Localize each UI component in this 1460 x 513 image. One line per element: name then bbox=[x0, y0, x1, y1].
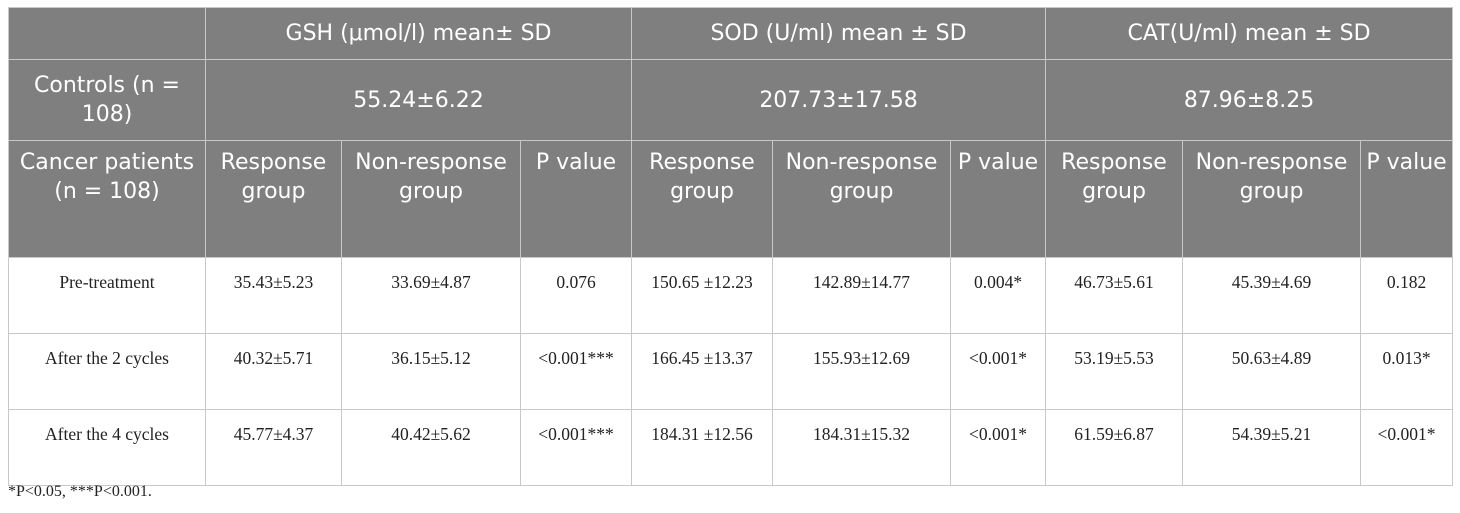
cat-nonresponse-header: Non-response group bbox=[1182, 140, 1362, 258]
gsh-pvalue-cell: <0.001*** bbox=[519, 409, 633, 486]
sod-nonresponse-header: Non-response group bbox=[772, 140, 952, 258]
table-row: After the 2 cycles 40.32±5.71 36.15±5.12… bbox=[8, 333, 1454, 410]
cat-nonresponse-cell: 45.39±4.69 bbox=[1182, 257, 1362, 334]
controls-row: Controls (n = 108) 55.24±6.22 207.73±17.… bbox=[8, 59, 1454, 141]
gsh-nonresponse-cell: 36.15±5.12 bbox=[341, 333, 521, 410]
patients-label: Cancer patients (n = 108) bbox=[8, 140, 206, 258]
cat-header: CAT(U/ml) mean ± SD bbox=[1045, 7, 1454, 60]
cat-pvalue-cell: <0.001* bbox=[1360, 409, 1454, 486]
cat-pvalue-header: P value bbox=[1360, 140, 1454, 258]
gsh-response-cell: 40.32±5.71 bbox=[205, 333, 342, 410]
table-row: After the 4 cycles 45.77±4.37 40.42±5.62… bbox=[8, 409, 1454, 486]
cat-response-cell: 46.73±5.61 bbox=[1045, 257, 1184, 334]
controls-gsh: 55.24±6.22 bbox=[204, 59, 633, 141]
sod-pvalue-header: P value bbox=[950, 140, 1047, 258]
gsh-header: GSH (μmol/l) mean± SD bbox=[204, 7, 633, 60]
cat-response-header: Response group bbox=[1045, 140, 1184, 258]
row-label: After the 2 cycles bbox=[8, 333, 206, 410]
sod-nonresponse-cell: 155.93±12.69 bbox=[772, 333, 952, 410]
patients-header-row: Cancer patients (n = 108) Response group… bbox=[8, 140, 1454, 258]
sod-nonresponse-cell: 184.31±15.32 bbox=[772, 409, 952, 486]
controls-sod: 207.73±17.58 bbox=[631, 59, 1047, 141]
table-row: Pre-treatment 35.43±5.23 33.69±4.87 0.07… bbox=[8, 257, 1454, 334]
sod-nonresponse-cell: 142.89±14.77 bbox=[772, 257, 952, 334]
cat-pvalue-cell: 0.182 bbox=[1360, 257, 1454, 334]
cat-pvalue-cell: 0.013* bbox=[1360, 333, 1454, 410]
gsh-nonresponse-cell: 40.42±5.62 bbox=[341, 409, 521, 486]
header-row: GSH (μmol/l) mean± SD SOD (U/ml) mean ± … bbox=[8, 7, 1454, 60]
gsh-pvalue-cell: 0.076 bbox=[519, 257, 633, 334]
controls-label: Controls (n = 108) bbox=[8, 59, 206, 141]
sod-pvalue-cell: <0.001* bbox=[950, 409, 1047, 486]
sod-response-cell: 184.31 ±12.56 bbox=[631, 409, 774, 486]
controls-cat: 87.96±8.25 bbox=[1045, 59, 1454, 141]
sod-pvalue-cell: <0.001* bbox=[950, 333, 1047, 410]
table-footnote: *P<0.05, ***P<0.001. bbox=[8, 483, 152, 500]
sod-header: SOD (U/ml) mean ± SD bbox=[631, 7, 1047, 60]
gsh-response-cell: 35.43±5.23 bbox=[205, 257, 342, 334]
gsh-pvalue-cell: <0.001*** bbox=[519, 333, 633, 410]
sod-response-header: Response group bbox=[631, 140, 774, 258]
results-table: GSH (μmol/l) mean± SD SOD (U/ml) mean ± … bbox=[8, 7, 1454, 486]
gsh-nonresponse-cell: 33.69±4.87 bbox=[341, 257, 521, 334]
gsh-response-header: Response group bbox=[205, 140, 342, 258]
corner-cell bbox=[8, 7, 206, 60]
sod-response-cell: 166.45 ±13.37 bbox=[631, 333, 774, 410]
cat-response-cell: 61.59±6.87 bbox=[1045, 409, 1184, 486]
cat-nonresponse-cell: 54.39±5.21 bbox=[1182, 409, 1362, 486]
cat-nonresponse-cell: 50.63±4.89 bbox=[1182, 333, 1362, 410]
row-label: Pre-treatment bbox=[8, 257, 206, 334]
cat-response-cell: 53.19±5.53 bbox=[1045, 333, 1184, 410]
gsh-nonresponse-header: Non-response group bbox=[341, 140, 521, 258]
gsh-response-cell: 45.77±4.37 bbox=[205, 409, 342, 486]
row-label: After the 4 cycles bbox=[8, 409, 206, 486]
sod-response-cell: 150.65 ±12.23 bbox=[631, 257, 774, 334]
gsh-pvalue-header: P value bbox=[519, 140, 633, 258]
sod-pvalue-cell: 0.004* bbox=[950, 257, 1047, 334]
